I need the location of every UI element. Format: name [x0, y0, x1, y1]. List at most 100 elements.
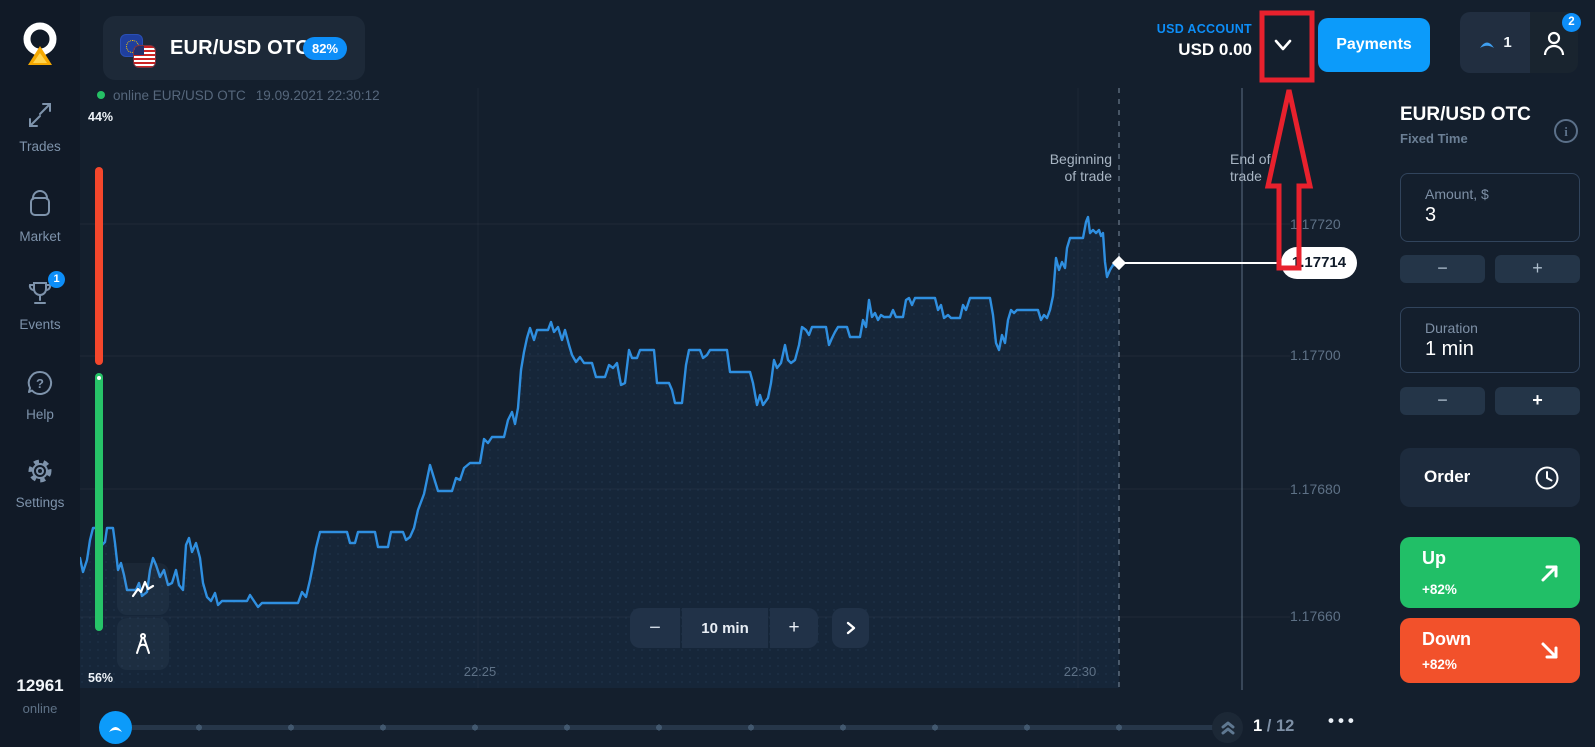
payout-badge: 82%	[303, 37, 347, 60]
timeframe-control: − 10 min +	[630, 608, 818, 648]
events-badge: 1	[48, 271, 65, 288]
pagination-total: / 12	[1266, 717, 1295, 735]
buy-sentiment-label: 56%	[88, 671, 114, 685]
sidebar-item-label: Settings	[15, 495, 65, 510]
market-icon	[26, 188, 54, 225]
price-tick: 1.17700	[1290, 347, 1341, 363]
sidebar-item-label: Market	[19, 229, 61, 244]
up-button[interactable]: Up +82%	[1400, 537, 1580, 608]
account-balance: USD 0.00	[1178, 40, 1252, 59]
progress-crown-button[interactable]	[99, 711, 132, 744]
drawing-tools-button[interactable]	[117, 618, 169, 670]
payments-button[interactable]: Payments	[1318, 18, 1430, 72]
user-level-value: 1	[1503, 34, 1512, 51]
duration-field[interactable]: Duration 1 min	[1400, 307, 1580, 373]
sparkline-icon	[131, 580, 155, 598]
up-payout: +82%	[1422, 582, 1457, 597]
amount-field[interactable]: Amount, $ 3	[1400, 173, 1580, 242]
up-label: Up	[1422, 548, 1446, 568]
time-tick: 22:30	[1063, 664, 1097, 679]
app-logo	[23, 22, 57, 65]
panel-asset-title: EUR/USD OTC	[1400, 104, 1531, 125]
zoom-in-button[interactable]: +	[770, 608, 818, 648]
zoom-out-button[interactable]: −	[630, 608, 680, 648]
scroll-to-now-button[interactable]	[832, 608, 869, 648]
amount-value: 3	[1425, 204, 1437, 226]
online-dot-icon	[97, 91, 105, 99]
help-icon: ?	[25, 368, 55, 403]
us-flag-icon	[133, 45, 156, 68]
crown-icon	[109, 727, 122, 732]
duration-increase-button[interactable]: +	[1495, 387, 1580, 415]
end-of-trade-label: End of trade	[1230, 151, 1271, 184]
sell-sentiment-label: 44%	[88, 110, 114, 124]
amount-decrease-button[interactable]: −	[1400, 255, 1485, 283]
price-line-series	[80, 215, 1121, 609]
sidebar-item-help[interactable]: ? Help	[0, 368, 80, 422]
status-text: online EUR/USD OTC	[113, 88, 246, 103]
progress-track-dots	[131, 723, 1131, 732]
svg-text:?: ?	[36, 376, 44, 391]
sidebar-item-label: Events	[19, 317, 61, 332]
duration-value: 1 min	[1425, 338, 1474, 360]
more-options-button[interactable]: •••	[1328, 711, 1358, 730]
trophy-icon: 1	[25, 271, 65, 313]
arrow-up-right-icon	[1541, 565, 1558, 581]
down-payout: +82%	[1422, 657, 1457, 672]
user-widget[interactable]: 1	[1460, 12, 1578, 73]
sidebar-item-trades[interactable]: Trades	[0, 100, 80, 154]
down-button[interactable]: Down +82%	[1400, 618, 1580, 683]
online-count-label: online	[22, 701, 58, 716]
sidebar-item-settings[interactable]: Settings	[0, 456, 80, 510]
user-level[interactable]: 1	[1460, 12, 1530, 73]
sidebar-item-events[interactable]: 1 Events	[0, 271, 80, 332]
duration-decrease-button[interactable]: −	[1400, 387, 1485, 415]
amount-increase-button[interactable]: +	[1495, 255, 1580, 283]
arrow-down-right-icon	[1541, 642, 1558, 658]
order-label: Order	[1424, 467, 1471, 486]
price-area-texture	[80, 217, 1119, 688]
asset-status-line: online EUR/USD OTC 19.09.2021 22:30:12	[97, 88, 380, 103]
time-tick: 22:25	[463, 664, 497, 679]
status-datetime: 19.09.2021 22:30:12	[255, 88, 380, 103]
account-type-label: USD ACCOUNT	[1156, 22, 1252, 36]
pagination-current: 1	[1253, 717, 1263, 735]
price-tick: 1.17680	[1290, 481, 1341, 497]
sidebar-item-label: Help	[26, 407, 54, 422]
duration-label: Duration	[1425, 320, 1478, 336]
price-chart[interactable]	[80, 85, 1370, 695]
timeframe-value[interactable]: 10 min	[682, 608, 768, 648]
notifications-badge: 2	[1562, 13, 1581, 32]
double-chevron-up-icon	[1221, 721, 1234, 735]
person-icon	[1543, 31, 1565, 55]
collapse-progress-button[interactable]	[1212, 712, 1243, 743]
svg-text:i: i	[1564, 124, 1568, 139]
current-price-marker	[1111, 255, 1127, 271]
sidebar-item-label: Trades	[19, 139, 61, 154]
order-button[interactable]: Order	[1400, 448, 1580, 507]
online-count: 12961	[16, 676, 64, 695]
current-price-tag: 1.17714	[1281, 247, 1357, 279]
price-tick: 1.17660	[1290, 608, 1341, 624]
buy-sentiment-bar	[95, 373, 103, 631]
account-info[interactable]: USD ACCOUNT USD 0.00	[1092, 22, 1252, 60]
asset-name: EUR/USD OTC	[170, 37, 310, 59]
panel-trade-mode: Fixed Time	[1400, 131, 1468, 146]
gear-icon	[25, 456, 55, 491]
sidebar: Trades Market 1 Events	[0, 0, 80, 747]
asset-selector[interactable]: EUR/USD OTC 82%	[103, 16, 365, 80]
compass-icon	[136, 633, 150, 654]
sidebar-item-market[interactable]: Market	[0, 188, 80, 244]
price-tick: 1.17720	[1290, 216, 1341, 232]
crown-icon	[1480, 42, 1495, 48]
begin-of-trade-label: Beginning of trade	[1049, 151, 1112, 184]
chevron-right-icon	[846, 621, 855, 635]
info-icon[interactable]: i	[1553, 118, 1579, 144]
chart-type-button[interactable]	[117, 563, 169, 615]
account-dropdown-chevron-icon[interactable]	[1272, 36, 1294, 54]
amount-label: Amount, $	[1425, 186, 1489, 202]
clock-icon	[1535, 466, 1559, 490]
trades-icon	[26, 100, 54, 135]
pagination: 1 / 12	[1253, 717, 1294, 736]
